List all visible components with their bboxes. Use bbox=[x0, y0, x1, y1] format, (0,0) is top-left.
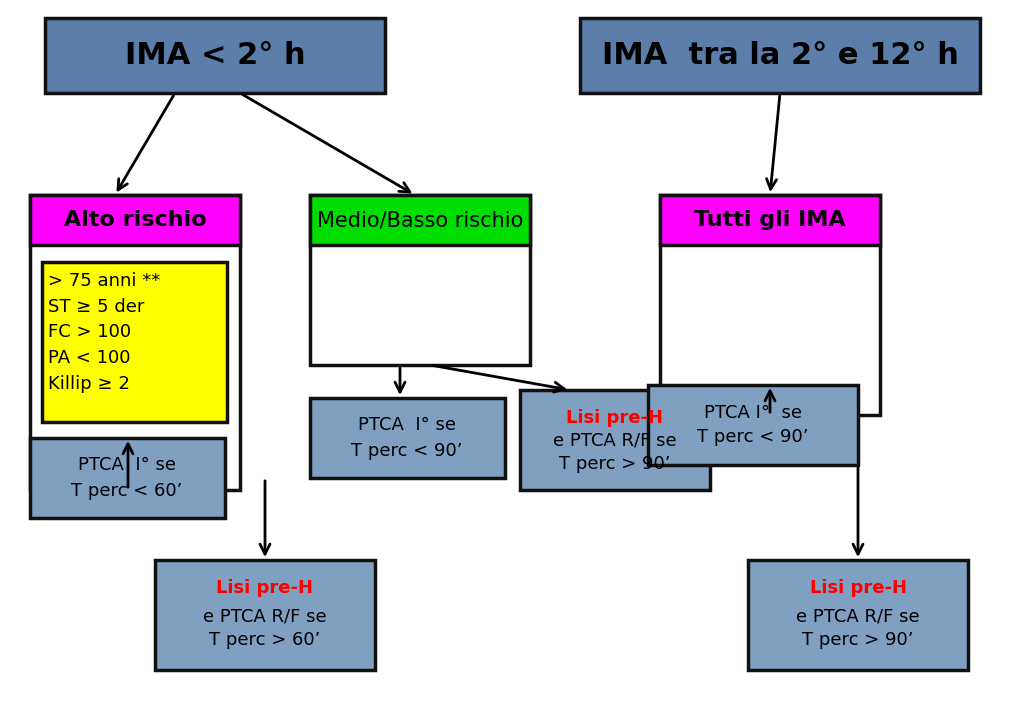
Bar bbox=[30, 438, 225, 518]
Text: PTCA I°  se
T perc < 90’: PTCA I° se T perc < 90’ bbox=[697, 404, 809, 447]
Text: PTCA  I° se
T perc < 90’: PTCA I° se T perc < 90’ bbox=[351, 416, 463, 460]
Bar bbox=[42, 262, 227, 422]
Bar bbox=[155, 560, 375, 670]
Bar bbox=[310, 195, 530, 365]
Bar bbox=[648, 385, 858, 465]
Bar bbox=[580, 18, 980, 93]
Bar bbox=[30, 195, 240, 245]
Text: > 75 anni **
ST ≥ 5 der
FC > 100
PA < 100
Killip ≥ 2: > 75 anni ** ST ≥ 5 der FC > 100 PA < 10… bbox=[48, 272, 160, 393]
Bar bbox=[30, 195, 240, 490]
Bar bbox=[660, 195, 880, 415]
Text: Medio/Basso rischio: Medio/Basso rischio bbox=[316, 210, 523, 230]
Text: IMA  tra la 2° e 12° h: IMA tra la 2° e 12° h bbox=[601, 40, 958, 70]
Bar bbox=[310, 398, 505, 478]
Bar bbox=[45, 18, 385, 93]
Bar bbox=[310, 195, 530, 245]
Text: Lisi pre-H: Lisi pre-H bbox=[216, 579, 313, 597]
Text: Tutti gli IMA: Tutti gli IMA bbox=[694, 210, 846, 230]
Text: Lisi pre-H: Lisi pre-H bbox=[810, 579, 906, 597]
Bar bbox=[748, 560, 968, 670]
Text: e PTCA R/F se
T perc > 60’: e PTCA R/F se T perc > 60’ bbox=[203, 607, 327, 649]
Bar bbox=[660, 195, 880, 245]
Text: IMA < 2° h: IMA < 2° h bbox=[125, 40, 305, 70]
Text: e PTCA R/F se
T perc > 90’: e PTCA R/F se T perc > 90’ bbox=[797, 607, 920, 649]
Text: e PTCA R/F se
T perc > 90’: e PTCA R/F se T perc > 90’ bbox=[553, 432, 677, 472]
Text: Lisi pre-H: Lisi pre-H bbox=[566, 409, 664, 427]
Text: PTCA  I° se
T perc < 60’: PTCA I° se T perc < 60’ bbox=[72, 457, 182, 500]
Bar bbox=[520, 390, 710, 490]
Text: Alto rischio: Alto rischio bbox=[63, 210, 206, 230]
